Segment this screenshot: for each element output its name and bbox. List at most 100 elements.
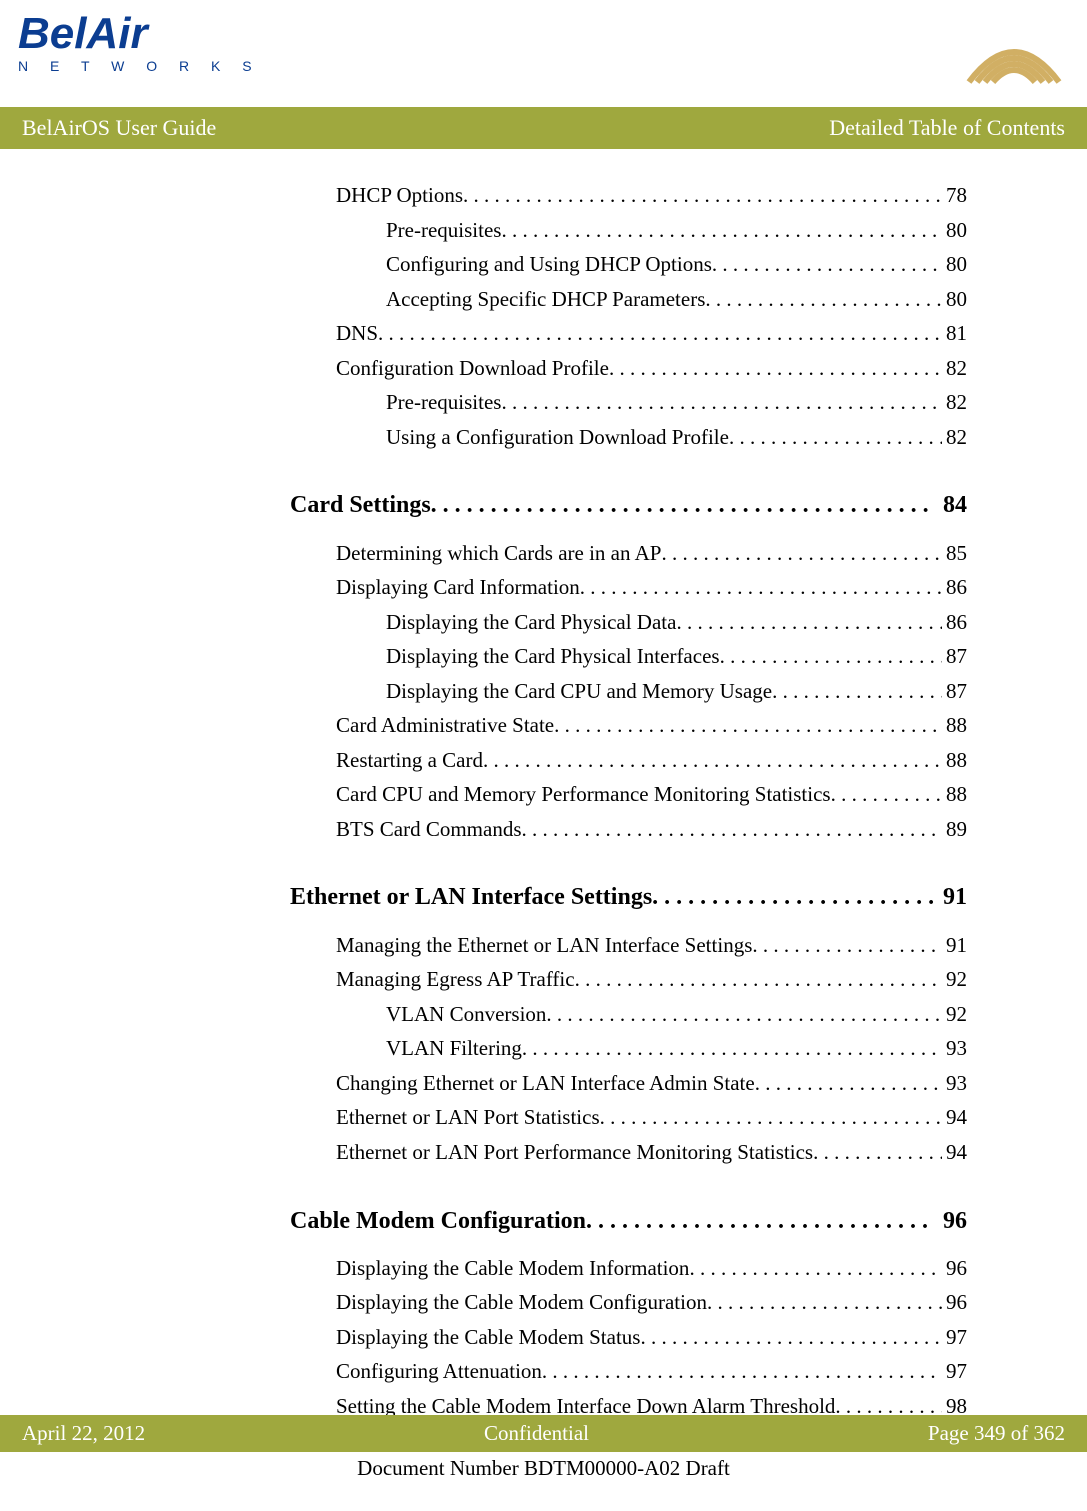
- toc-leader-dots: [831, 778, 942, 811]
- toc-entry-label: DHCP Options: [336, 179, 463, 212]
- toc-entry-page: 92: [942, 963, 967, 996]
- toc-leader-dots: [813, 1136, 942, 1169]
- toc-entry: Displaying the Card Physical Interfaces8…: [290, 640, 967, 673]
- toc-leader-dots: [431, 487, 933, 524]
- toc-leader-dots: [600, 1101, 942, 1134]
- toc-entry-page: 86: [942, 606, 967, 639]
- toc-entry-label: Using a Configuration Download Profile: [386, 421, 729, 454]
- toc-leader-dots: [580, 571, 942, 604]
- toc-entry: VLAN Filtering93: [290, 1032, 967, 1065]
- toc-entry-label: Accepting Specific DHCP Parameters: [386, 283, 705, 316]
- logo-main-text: BelAir: [18, 12, 261, 56]
- toc-entry: Card Administrative State 88: [290, 709, 967, 742]
- toc-leader-dots: [575, 963, 942, 996]
- toc-leader-dots: [729, 421, 942, 454]
- toc-entry: Changing Ethernet or LAN Interface Admin…: [290, 1067, 967, 1100]
- footer-page-info: Page 349 of 362: [928, 1421, 1065, 1446]
- toc-entry: Restarting a Card 88: [290, 744, 967, 777]
- toc-leader-dots: [501, 386, 942, 419]
- toc-entry-page: 94: [942, 1101, 967, 1134]
- toc-entry-label: Pre-requisites: [386, 386, 501, 419]
- toc-leader-dots: [483, 744, 942, 777]
- toc-entry-page: 86: [942, 571, 967, 604]
- toc-leader-dots: [640, 1321, 942, 1354]
- toc-entry: Displaying the Cable Modem Configuration…: [290, 1286, 967, 1319]
- toc-entry-page: 92: [942, 998, 967, 1031]
- wave-icon: [959, 12, 1069, 97]
- toc-entry-label: Card CPU and Memory Performance Monitori…: [336, 778, 831, 811]
- toc-entry-label: Displaying the Cable Modem Information: [336, 1252, 689, 1285]
- toc-entry-page: 82: [942, 421, 967, 454]
- toc-leader-dots: [772, 675, 942, 708]
- toc-entry: Displaying Card Information 86: [290, 571, 967, 604]
- toc-entry: Determining which Cards are in an AP 85: [290, 537, 967, 570]
- toc-entry: Card CPU and Memory Performance Monitori…: [290, 778, 967, 811]
- section-title-right: Detailed Table of Contents: [829, 115, 1065, 141]
- toc-leader-dots: [609, 352, 942, 385]
- toc-entry-label: Configuration Download Profile: [336, 352, 609, 385]
- toc-entry-label: Determining which Cards are in an AP: [336, 537, 661, 570]
- toc-entry-label: Displaying Card Information: [336, 571, 580, 604]
- toc-entry-page: 93: [942, 1067, 967, 1100]
- toc-entry-label: DNS: [336, 317, 378, 350]
- toc-entry: Managing Egress AP Traffic92: [290, 963, 967, 996]
- footer-confidential: Confidential: [484, 1421, 589, 1446]
- toc-heading-page: 91: [933, 879, 967, 916]
- toc-entry-page: 81: [942, 317, 967, 350]
- toc-entry-page: 80: [942, 283, 967, 316]
- toc-entry: Accepting Specific DHCP Parameters 80: [290, 283, 967, 316]
- footer-date: April 22, 2012: [22, 1421, 145, 1446]
- toc-leader-dots: [522, 813, 942, 846]
- toc-entry-page: 97: [942, 1321, 967, 1354]
- page-header: BelAir N E T W O R K S: [0, 0, 1087, 97]
- toc-entry-label: Changing Ethernet or LAN Interface Admin…: [336, 1067, 755, 1100]
- toc-entry-label: Ethernet or LAN Port Performance Monitor…: [336, 1136, 813, 1169]
- toc-leader-dots: [689, 1252, 942, 1285]
- toc-leader-dots: [522, 1032, 942, 1065]
- toc-entry-label: Pre-requisites: [386, 214, 501, 247]
- toc-entry-label: Managing the Ethernet or LAN Interface S…: [336, 929, 752, 962]
- toc-entry-page: 88: [942, 778, 967, 811]
- toc-entry-page: 96: [942, 1252, 967, 1285]
- toc-leader-dots: [752, 929, 942, 962]
- toc-heading-page: 84: [933, 487, 967, 524]
- toc-entry: Displaying the Cable Modem Information 96: [290, 1252, 967, 1285]
- toc-entry-page: 91: [942, 929, 967, 962]
- toc-leader-dots: [378, 317, 942, 350]
- toc-leader-dots: [542, 1355, 942, 1388]
- toc-entry-page: 88: [942, 709, 967, 742]
- toc-entry-label: Displaying the Card CPU and Memory Usage: [386, 675, 772, 708]
- toc-heading-label: Ethernet or LAN Interface Settings: [290, 879, 652, 916]
- toc-leader-dots: [676, 606, 942, 639]
- toc-entry-page: 96: [942, 1286, 967, 1319]
- toc-heading-page: 96: [933, 1203, 967, 1240]
- toc-heading-label: Card Settings: [290, 487, 431, 524]
- toc-entry-label: Displaying the Card Physical Interfaces: [386, 640, 720, 673]
- toc-entry: Ethernet or LAN Port Statistics94: [290, 1101, 967, 1134]
- belair-logo: BelAir N E T W O R K S: [18, 12, 261, 74]
- toc-entry-page: 82: [942, 352, 967, 385]
- guide-title: BelAirOS User Guide: [22, 115, 216, 141]
- toc-entry: Pre-requisites 82: [290, 386, 967, 419]
- toc-leader-dots: [720, 640, 942, 673]
- toc-section-heading: Ethernet or LAN Interface Settings 91: [290, 879, 967, 916]
- toc-entry: Configuring and Using DHCP Options80: [290, 248, 967, 281]
- toc-leader-dots: [546, 998, 942, 1031]
- toc-leader-dots: [755, 1067, 942, 1100]
- toc-entry-page: 78: [942, 179, 967, 212]
- toc-entry: VLAN Conversion92: [290, 998, 967, 1031]
- toc-entry: DHCP Options 78: [290, 179, 967, 212]
- toc-entry-label: Card Administrative State: [336, 709, 554, 742]
- toc-entry-label: Configuring Attenuation: [336, 1355, 542, 1388]
- toc-entry-label: Displaying the Cable Modem Status: [336, 1321, 640, 1354]
- toc-entry-page: 88: [942, 744, 967, 777]
- toc-entry-page: 82: [942, 386, 967, 419]
- toc-heading-label: Cable Modem Configuration: [290, 1203, 586, 1240]
- toc-entry: Pre-requisites80: [290, 214, 967, 247]
- toc-entry-page: 85: [942, 537, 967, 570]
- toc-entry: Managing the Ethernet or LAN Interface S…: [290, 929, 967, 962]
- toc-entry-label: Restarting a Card: [336, 744, 483, 777]
- toc-entry: Using a Configuration Download Profile 82: [290, 421, 967, 454]
- toc-entry: Displaying the Card CPU and Memory Usage…: [290, 675, 967, 708]
- toc-entry: Displaying the Card Physical Data86: [290, 606, 967, 639]
